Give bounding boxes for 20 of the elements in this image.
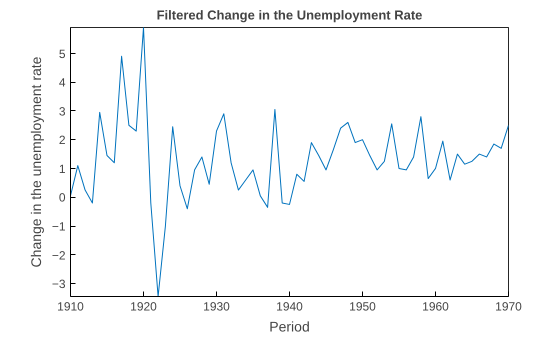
x-tick-label: 1940 (276, 300, 304, 314)
y-tick-label: 2 (58, 133, 66, 148)
y-tick-label: 1 (58, 162, 66, 176)
y-tick-label: 0 (58, 190, 66, 205)
x-tick-label: 1920 (130, 300, 158, 314)
x-tick-label: 1930 (203, 300, 230, 314)
y-tick-label: −2 (52, 248, 66, 262)
line-series (70, 28, 508, 296)
x-tick-label: 1970 (495, 300, 522, 314)
y-tick-label: −3 (52, 277, 66, 292)
x-axis-title: Period (269, 318, 310, 334)
x-tick-label: 1960 (422, 300, 450, 314)
y-tick-label: −1 (52, 220, 66, 234)
y-axis-title: Change in the unemployment rate (28, 56, 44, 268)
y-tick-label: 3 (58, 104, 66, 118)
chart-title: Filtered Change in the Unemployment Rate (156, 8, 422, 22)
x-tick-label: 1950 (349, 300, 376, 314)
y-tick-label: 5 (58, 46, 66, 61)
y-tick-label: 4 (58, 76, 66, 90)
x-tick-label: 1910 (57, 300, 84, 314)
